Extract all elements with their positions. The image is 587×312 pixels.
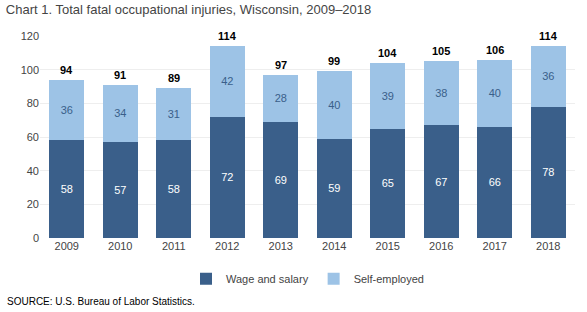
svg-text:2013: 2013 <box>269 240 293 252</box>
svg-text:39: 39 <box>382 90 394 102</box>
svg-text:114: 114 <box>218 30 237 42</box>
svg-text:58: 58 <box>61 183 73 195</box>
svg-text:67: 67 <box>435 176 447 188</box>
svg-text:2011: 2011 <box>162 240 186 252</box>
svg-text:69: 69 <box>275 174 287 186</box>
svg-text:99: 99 <box>328 55 340 67</box>
svg-text:104: 104 <box>378 47 397 59</box>
svg-text:SOURCE: U.S. Bureau of Labor S: SOURCE: U.S. Bureau of Labor Statistics. <box>7 296 195 307</box>
svg-text:120: 120 <box>21 30 39 42</box>
svg-text:89: 89 <box>168 72 180 84</box>
svg-text:20: 20 <box>27 198 39 210</box>
svg-text:38: 38 <box>435 87 447 99</box>
svg-text:31: 31 <box>168 108 180 120</box>
svg-text:106: 106 <box>486 44 504 56</box>
svg-text:72: 72 <box>221 171 233 183</box>
svg-text:66: 66 <box>489 176 501 188</box>
svg-text:65: 65 <box>382 177 394 189</box>
svg-text:57: 57 <box>114 184 126 196</box>
svg-text:0: 0 <box>33 232 39 244</box>
svg-text:40: 40 <box>328 99 340 111</box>
svg-text:97: 97 <box>275 59 287 71</box>
svg-text:2009: 2009 <box>55 240 79 252</box>
svg-text:42: 42 <box>221 75 233 87</box>
svg-text:58: 58 <box>168 183 180 195</box>
svg-text:59: 59 <box>328 182 340 194</box>
svg-text:40: 40 <box>489 87 501 99</box>
svg-text:34: 34 <box>114 107 126 119</box>
svg-text:2016: 2016 <box>429 240 453 252</box>
svg-text:Wage and salary: Wage and salary <box>226 273 309 285</box>
svg-text:114: 114 <box>539 30 558 42</box>
svg-text:36: 36 <box>542 70 554 82</box>
svg-text:91: 91 <box>114 69 126 81</box>
svg-text:80: 80 <box>27 97 39 109</box>
svg-text:40: 40 <box>27 165 39 177</box>
svg-text:105: 105 <box>432 45 450 57</box>
svg-text:Self-employed: Self-employed <box>354 273 424 285</box>
svg-text:2015: 2015 <box>376 240 400 252</box>
svg-text:2017: 2017 <box>483 240 507 252</box>
svg-text:100: 100 <box>21 64 39 76</box>
svg-text:2018: 2018 <box>536 240 560 252</box>
svg-text:78: 78 <box>542 166 554 178</box>
svg-text:28: 28 <box>275 92 287 104</box>
svg-text:36: 36 <box>61 104 73 116</box>
svg-text:2010: 2010 <box>108 240 132 252</box>
svg-text:2012: 2012 <box>215 240 239 252</box>
svg-text:2014: 2014 <box>322 240 346 252</box>
svg-text:94: 94 <box>60 64 73 76</box>
svg-text:60: 60 <box>27 131 39 143</box>
svg-text:Chart 1. Total fatal occupatio: Chart 1. Total fatal occupational injuri… <box>6 2 371 17</box>
